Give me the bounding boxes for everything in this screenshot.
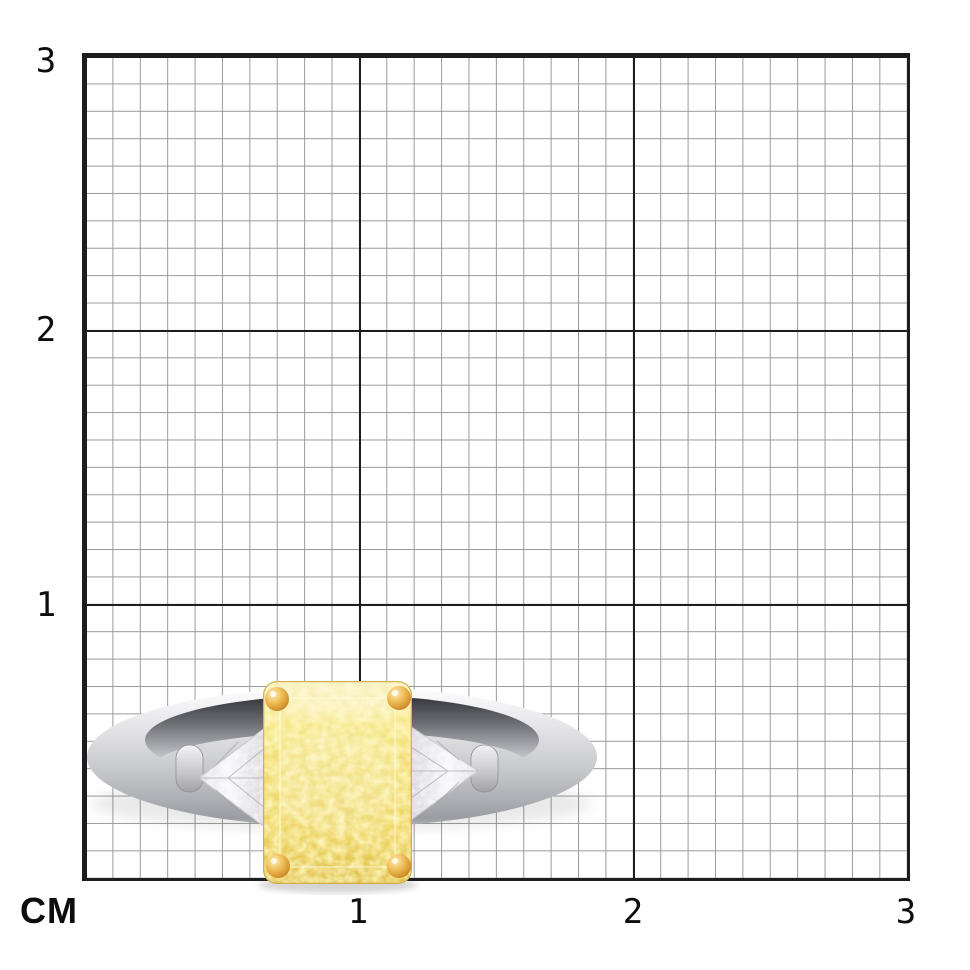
x-axis-label-2: 2 bbox=[622, 892, 644, 932]
y-axis-label-1: 1 bbox=[35, 585, 57, 625]
y-axis-label-2: 2 bbox=[35, 310, 57, 350]
center-stone bbox=[263, 681, 412, 884]
x-axis-label-1: 1 bbox=[347, 892, 369, 932]
prong-balls bbox=[265, 686, 411, 878]
x-axis-label-3: 3 bbox=[895, 892, 917, 932]
y-axis-label-3: 3 bbox=[35, 41, 57, 81]
unit-label: CM bbox=[20, 890, 78, 931]
